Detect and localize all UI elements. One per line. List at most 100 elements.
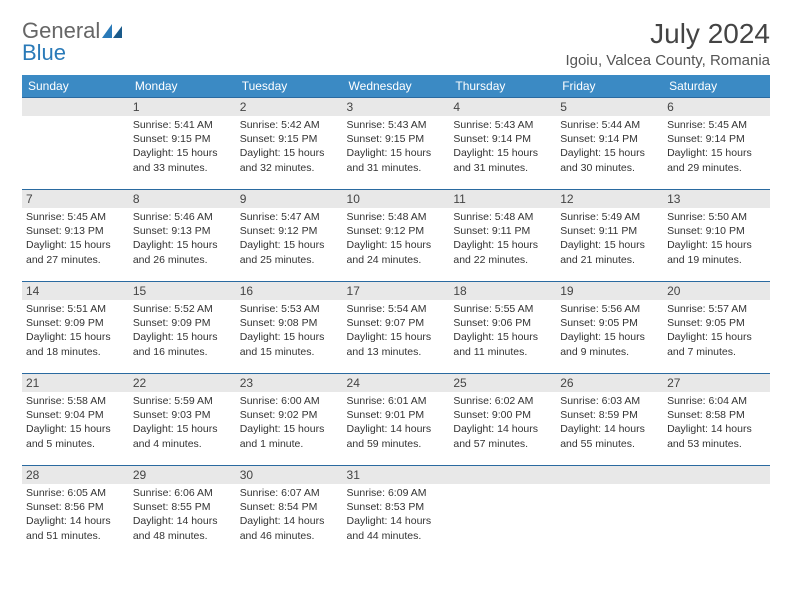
calendar-row: 21 Sunrise: 5:58 AMSunset: 9:04 PMDayligh… [22, 374, 770, 466]
day-info: Sunrise: 6:02 AMSunset: 9:00 PMDaylight:… [453, 394, 552, 451]
day-info: Sunrise: 5:45 AMSunset: 9:14 PMDaylight:… [667, 118, 766, 175]
weekday-header: Tuesday [236, 75, 343, 98]
logo-text-blue: Blue [22, 40, 66, 66]
month-title: July 2024 [565, 18, 770, 50]
day-info: Sunrise: 6:09 AMSunset: 8:53 PMDaylight:… [347, 486, 446, 543]
day-info: Sunrise: 6:00 AMSunset: 9:02 PMDaylight:… [240, 394, 339, 451]
calendar-cell: 21 Sunrise: 5:58 AMSunset: 9:04 PMDayligh… [22, 374, 129, 466]
weekday-header: Wednesday [343, 75, 450, 98]
weekday-header-row: SundayMondayTuesdayWednesdayThursdayFrid… [22, 75, 770, 98]
day-number: 15 [129, 282, 236, 300]
day-number: 1 [129, 98, 236, 116]
day-number-empty [556, 466, 663, 484]
day-number: 2 [236, 98, 343, 116]
logo-line2: Blue [22, 40, 66, 66]
day-info: Sunrise: 5:48 AMSunset: 9:12 PMDaylight:… [347, 210, 446, 267]
header: General July 2024 Igoiu, Valcea County, … [22, 18, 770, 69]
calendar-cell: 22 Sunrise: 5:59 AMSunset: 9:03 PMDayligh… [129, 374, 236, 466]
calendar-cell: 24Sunrise: 6:01 AMSunset: 9:01 PMDayligh… [343, 374, 450, 466]
day-info: Sunrise: 5:56 AMSunset: 9:05 PMDaylight:… [560, 302, 659, 359]
calendar-cell: 4 Sunrise: 5:43 AMSunset: 9:14 PMDaylight… [449, 98, 556, 190]
day-info: Sunrise: 5:55 AMSunset: 9:06 PMDaylight:… [453, 302, 552, 359]
title-block: July 2024 Igoiu, Valcea County, Romania [565, 18, 770, 69]
weekday-header: Friday [556, 75, 663, 98]
day-info: Sunrise: 5:53 AMSunset: 9:08 PMDaylight:… [240, 302, 339, 359]
calendar-row: 14Sunrise: 5:51 AMSunset: 9:09 PMDayligh… [22, 282, 770, 374]
calendar-cell: 28Sunrise: 6:05 AMSunset: 8:56 PMDayligh… [22, 466, 129, 558]
day-info: Sunrise: 6:06 AMSunset: 8:55 PMDaylight:… [133, 486, 232, 543]
calendar-row: 28Sunrise: 6:05 AMSunset: 8:56 PMDayligh… [22, 466, 770, 558]
weekday-header: Sunday [22, 75, 129, 98]
calendar-cell: 7 Sunrise: 5:45 AMSunset: 9:13 PMDaylight… [22, 190, 129, 282]
day-info: Sunrise: 5:44 AMSunset: 9:14 PMDaylight:… [560, 118, 659, 175]
calendar-row: 1 Sunrise: 5:41 AMSunset: 9:15 PMDaylight… [22, 98, 770, 190]
day-info: Sunrise: 6:05 AMSunset: 8:56 PMDaylight:… [26, 486, 125, 543]
day-number: 3 [343, 98, 450, 116]
calendar-cell: 30Sunrise: 6:07 AMSunset: 8:54 PMDayligh… [236, 466, 343, 558]
day-number: 9 [236, 190, 343, 208]
day-number: 8 [129, 190, 236, 208]
day-number: 21 [22, 374, 129, 392]
calendar-cell: 9Sunrise: 5:47 AMSunset: 9:12 PMDaylight… [236, 190, 343, 282]
day-info: Sunrise: 5:52 AMSunset: 9:09 PMDaylight:… [133, 302, 232, 359]
weekday-header: Saturday [663, 75, 770, 98]
calendar-cell [449, 466, 556, 558]
day-number: 20 [663, 282, 770, 300]
calendar-cell: 8 Sunrise: 5:46 AMSunset: 9:13 PMDaylight… [129, 190, 236, 282]
day-number: 19 [556, 282, 663, 300]
calendar-cell: 5 Sunrise: 5:44 AMSunset: 9:14 PMDaylight… [556, 98, 663, 190]
calendar-cell: 12Sunrise: 5:49 AMSunset: 9:11 PMDayligh… [556, 190, 663, 282]
calendar-table: SundayMondayTuesdayWednesdayThursdayFrid… [22, 75, 770, 558]
calendar-cell: 10Sunrise: 5:48 AMSunset: 9:12 PMDayligh… [343, 190, 450, 282]
day-info: Sunrise: 5:48 AMSunset: 9:11 PMDaylight:… [453, 210, 552, 267]
day-number: 25 [449, 374, 556, 392]
day-info: Sunrise: 5:43 AMSunset: 9:14 PMDaylight:… [453, 118, 552, 175]
calendar-cell: 17Sunrise: 5:54 AMSunset: 9:07 PMDayligh… [343, 282, 450, 374]
calendar-cell [22, 98, 129, 190]
weekday-header: Thursday [449, 75, 556, 98]
calendar-body: 1 Sunrise: 5:41 AMSunset: 9:15 PMDaylight… [22, 98, 770, 558]
calendar-cell: 23 Sunrise: 6:00 AMSunset: 9:02 PMDayligh… [236, 374, 343, 466]
calendar-cell: 29 Sunrise: 6:06 AMSunset: 8:55 PMDayligh… [129, 466, 236, 558]
calendar-cell: 19 Sunrise: 5:56 AMSunset: 9:05 PMDayligh… [556, 282, 663, 374]
calendar-cell: 16 Sunrise: 5:53 AMSunset: 9:08 PMDayligh… [236, 282, 343, 374]
day-number-empty [449, 466, 556, 484]
day-number: 4 [449, 98, 556, 116]
day-info: Sunrise: 5:58 AMSunset: 9:04 PMDaylight:… [26, 394, 125, 451]
day-number: 23 [236, 374, 343, 392]
day-info: Sunrise: 5:45 AMSunset: 9:13 PMDaylight:… [26, 210, 125, 267]
calendar-cell: 3Sunrise: 5:43 AMSunset: 9:15 PMDaylight… [343, 98, 450, 190]
calendar-cell: 6 Sunrise: 5:45 AMSunset: 9:14 PMDaylight… [663, 98, 770, 190]
day-number-empty [663, 466, 770, 484]
calendar-cell: 25 Sunrise: 6:02 AMSunset: 9:00 PMDayligh… [449, 374, 556, 466]
day-info: Sunrise: 5:54 AMSunset: 9:07 PMDaylight:… [347, 302, 446, 359]
day-number: 16 [236, 282, 343, 300]
day-number: 5 [556, 98, 663, 116]
calendar-cell: 18 Sunrise: 5:55 AMSunset: 9:06 PMDayligh… [449, 282, 556, 374]
day-number: 27 [663, 374, 770, 392]
day-number-empty [22, 98, 129, 116]
calendar-cell: 11 Sunrise: 5:48 AMSunset: 9:11 PMDayligh… [449, 190, 556, 282]
weekday-header: Monday [129, 75, 236, 98]
day-info: Sunrise: 5:51 AMSunset: 9:09 PMDaylight:… [26, 302, 125, 359]
location-text: Igoiu, Valcea County, Romania [565, 52, 770, 69]
day-number: 22 [129, 374, 236, 392]
calendar-cell: 15 Sunrise: 5:52 AMSunset: 9:09 PMDayligh… [129, 282, 236, 374]
day-number: 26 [556, 374, 663, 392]
day-number: 13 [663, 190, 770, 208]
day-number: 18 [449, 282, 556, 300]
logo-sail-icon [102, 24, 122, 38]
calendar-cell: 27Sunrise: 6:04 AMSunset: 8:58 PMDayligh… [663, 374, 770, 466]
day-info: Sunrise: 5:41 AMSunset: 9:15 PMDaylight:… [133, 118, 232, 175]
calendar-cell: 31Sunrise: 6:09 AMSunset: 8:53 PMDayligh… [343, 466, 450, 558]
calendar-cell: 2 Sunrise: 5:42 AMSunset: 9:15 PMDaylight… [236, 98, 343, 190]
calendar-row: 7 Sunrise: 5:45 AMSunset: 9:13 PMDaylight… [22, 190, 770, 282]
calendar-cell: 26Sunrise: 6:03 AMSunset: 8:59 PMDayligh… [556, 374, 663, 466]
day-info: Sunrise: 5:59 AMSunset: 9:03 PMDaylight:… [133, 394, 232, 451]
day-number: 11 [449, 190, 556, 208]
day-number: 6 [663, 98, 770, 116]
day-info: Sunrise: 5:42 AMSunset: 9:15 PMDaylight:… [240, 118, 339, 175]
day-number: 7 [22, 190, 129, 208]
day-info: Sunrise: 5:46 AMSunset: 9:13 PMDaylight:… [133, 210, 232, 267]
day-number: 29 [129, 466, 236, 484]
